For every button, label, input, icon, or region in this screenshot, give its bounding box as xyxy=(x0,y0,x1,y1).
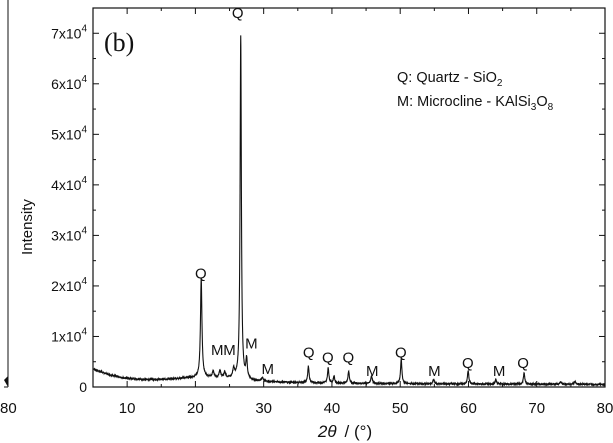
quartz-peak-label: Q xyxy=(342,350,354,367)
quartz-peak-label: Q xyxy=(195,265,207,282)
x-axis-label-symbol: 2θ xyxy=(317,422,337,441)
quartz-peak-label: Q xyxy=(395,345,407,362)
legend-entry-microcline: M: Microcline - KAlSi3O8 xyxy=(397,94,554,113)
panel-label: (b) xyxy=(104,28,134,57)
quartz-peak-label: Q xyxy=(303,345,315,362)
y-tick-label: 5x104 xyxy=(51,124,87,142)
y-tick-label: 1x104 xyxy=(51,326,87,344)
x-tick-label: 70 xyxy=(528,400,545,417)
x-tick-label: 20 xyxy=(187,400,204,417)
y-tick-label: 6x104 xyxy=(51,74,87,92)
x-axis-label-unit: / (°) xyxy=(345,422,373,441)
y-axis-label: Intensity xyxy=(19,199,36,255)
x-tick-label: 40 xyxy=(324,400,341,417)
left-panel-remnant: 80 xyxy=(0,0,17,417)
quartz-peak-label: Q xyxy=(517,355,529,372)
plot-frame xyxy=(92,7,606,388)
x-tick-label: 50 xyxy=(392,400,409,417)
legend-entry-quartz: Q: Quartz - SiO2 xyxy=(397,70,503,89)
quartz-peak-label: Q xyxy=(322,350,334,367)
x-axis-label: 2θ / (°) xyxy=(317,422,372,441)
axis-ticks xyxy=(92,8,606,388)
microcline-peak-label: M xyxy=(493,363,506,380)
microcline-peak-label: M xyxy=(366,363,379,380)
diffraction-pattern-line xyxy=(92,35,606,388)
x-tick-label: 10 xyxy=(119,400,136,417)
x-tick-label: 60 xyxy=(460,400,477,417)
microcline-peak-label: M xyxy=(223,342,236,359)
y-tick-label: 4x104 xyxy=(51,175,87,193)
y-tick-label: 7x104 xyxy=(51,23,87,41)
y-tick-label: 3x104 xyxy=(51,225,87,243)
x-tick-label: 80 xyxy=(597,400,613,417)
legend: Q: Quartz - SiO2 M: Microcline - KAlSi3O… xyxy=(397,70,554,113)
left-panel-tick-label: 80 xyxy=(0,400,17,417)
x-tick-labels: 10 20 30 40 50 60 70 80 xyxy=(119,400,613,417)
x-tick-label: 30 xyxy=(255,400,272,417)
y-tick-label: 2x104 xyxy=(51,276,87,294)
microcline-peak-label: M xyxy=(428,363,441,380)
quartz-peak-label: Q xyxy=(232,5,244,22)
microcline-peak-label: M xyxy=(262,361,275,378)
quartz-peak-label: Q xyxy=(462,355,474,372)
y-tick-labels: 0 1x104 2x104 3x104 4x104 5x104 6x104 7x104 xyxy=(51,23,87,395)
y-tick-label: 0 xyxy=(79,379,87,395)
microcline-peak-label: M xyxy=(211,342,224,359)
microcline-peak-label: M xyxy=(245,336,258,353)
left-panel-data-fragment xyxy=(4,376,8,387)
